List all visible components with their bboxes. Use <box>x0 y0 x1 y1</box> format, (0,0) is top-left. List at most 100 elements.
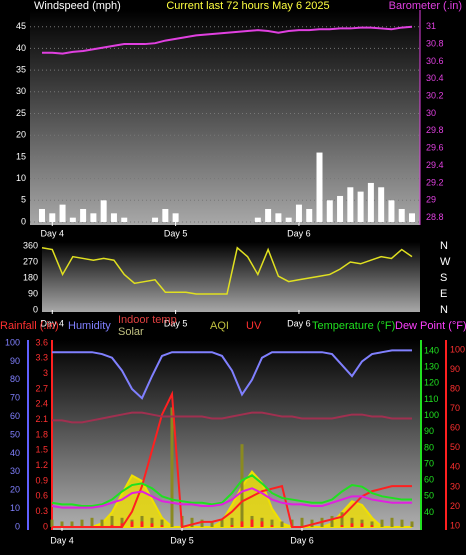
x-tick-label: Day 5 <box>170 535 194 545</box>
y3ticks-label: 20 <box>450 501 460 511</box>
compass-label: E <box>440 288 447 300</box>
line <box>52 349 412 400</box>
bar <box>60 521 64 527</box>
y3ticks-label: 40 <box>450 462 460 472</box>
compass-label: W <box>440 256 451 268</box>
yticks-label: 10 <box>10 503 20 513</box>
bar <box>295 204 302 222</box>
bar <box>300 517 304 527</box>
legend-label: Rainfall (.in) <box>0 320 59 332</box>
y2ticks-label: 29.2 <box>426 177 444 187</box>
yticks-label: 20 <box>10 485 20 495</box>
bar <box>220 519 224 527</box>
bar <box>39 208 45 222</box>
x-tick-label: Day 5 <box>164 228 188 238</box>
bar <box>380 519 384 527</box>
bar <box>90 213 97 222</box>
chart-title: Current last 72 hours May 6 2025 <box>166 0 329 12</box>
bar <box>367 182 374 222</box>
yticks-label: 10 <box>16 173 26 183</box>
legend-label: Humidity <box>68 320 111 332</box>
bar <box>70 521 74 527</box>
y2ticks-label: 140 <box>424 345 439 355</box>
yticks-label: 60 <box>10 411 20 421</box>
yticks-label: 40 <box>10 448 20 458</box>
y3ticks-label: 70 <box>450 403 460 413</box>
bar <box>400 519 404 527</box>
compass-label: N <box>440 304 448 316</box>
yticks-label: 70 <box>10 393 20 403</box>
bar <box>326 200 333 222</box>
y4ticks-label: 1.8 <box>35 429 48 439</box>
bar <box>200 519 204 527</box>
bar <box>310 519 314 527</box>
bar <box>230 525 234 527</box>
y-label: Windspeed (mph) <box>34 0 121 12</box>
y3ticks-label: 60 <box>450 423 460 433</box>
y2ticks-label: 30.2 <box>426 91 444 101</box>
yticks-label: 0 <box>33 304 38 314</box>
bar <box>410 521 414 527</box>
yticks-label: 90 <box>28 288 38 298</box>
bar <box>50 519 54 527</box>
bar <box>347 187 354 222</box>
bar <box>80 519 84 527</box>
y4ticks-label: 3.3 <box>35 353 48 363</box>
y2ticks-label: 110 <box>424 394 438 404</box>
y4ticks-label: 1.5 <box>35 445 48 455</box>
y2ticks-label: 120 <box>424 378 439 388</box>
bar <box>360 523 364 527</box>
bar <box>69 217 76 222</box>
bar <box>250 519 254 527</box>
bar <box>172 213 179 222</box>
bar <box>90 517 94 527</box>
bar <box>370 525 374 527</box>
bar <box>350 523 354 527</box>
yticks-label: 90 <box>10 356 20 366</box>
legend-label: UV <box>246 320 262 332</box>
yticks-label: 80 <box>10 374 20 384</box>
y2ticks-label: 30.8 <box>426 38 444 48</box>
bar <box>190 517 194 527</box>
bar <box>150 523 154 527</box>
y2ticks-label: 29.6 <box>426 143 444 153</box>
x-tick-label: Day 4 <box>50 535 74 545</box>
legend-label: Indoor temp <box>118 314 177 326</box>
x-tick-label: Day 6 <box>290 535 314 545</box>
bar <box>340 512 344 527</box>
y3ticks-label: 50 <box>450 442 460 452</box>
y2ticks-label: 28.8 <box>426 212 444 222</box>
x-tick-label: Day 4 <box>41 318 65 328</box>
bar <box>170 407 174 527</box>
bar <box>162 208 169 222</box>
y2ticks-label: 30.4 <box>426 73 444 83</box>
y2-label: Barometer (.in) <box>389 0 462 12</box>
bar <box>49 213 56 222</box>
y3ticks-label: 100 <box>450 344 465 354</box>
yticks-label: 45 <box>16 21 26 31</box>
y2ticks-label: 30 <box>426 108 436 118</box>
y3ticks-label: 80 <box>450 384 460 394</box>
y2ticks-label: 29.8 <box>426 125 444 135</box>
y2ticks-label: 31 <box>426 21 436 31</box>
bar <box>120 523 124 527</box>
line <box>41 246 413 295</box>
x-tick-label: Day 4 <box>41 228 65 238</box>
yticks-label: 20 <box>16 130 26 140</box>
bar <box>110 213 117 222</box>
line <box>52 390 412 529</box>
bar <box>330 515 334 527</box>
bar <box>210 521 214 527</box>
y2ticks-label: 90 <box>424 426 434 436</box>
bar <box>409 213 415 222</box>
bar <box>275 213 282 222</box>
yticks-label: 40 <box>16 43 26 53</box>
yticks-label: 100 <box>5 337 20 347</box>
line <box>42 25 413 55</box>
compass-label: S <box>440 272 447 284</box>
y4ticks-label: 0.3 <box>35 506 48 516</box>
yticks-label: 0 <box>21 216 26 226</box>
y3ticks-label: 90 <box>450 364 460 374</box>
y4ticks-label: 2.4 <box>35 399 48 409</box>
